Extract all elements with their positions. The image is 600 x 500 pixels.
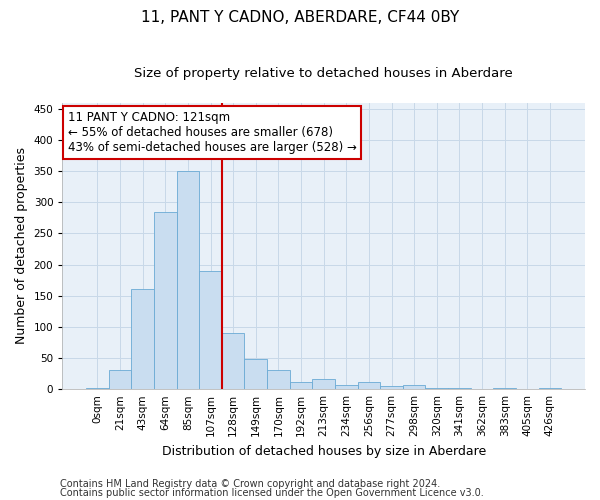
X-axis label: Distribution of detached houses by size in Aberdare: Distribution of detached houses by size … — [161, 444, 486, 458]
Text: 11, PANT Y CADNO, ABERDARE, CF44 0BY: 11, PANT Y CADNO, ABERDARE, CF44 0BY — [141, 10, 459, 25]
Text: 11 PANT Y CADNO: 121sqm
← 55% of detached houses are smaller (678)
43% of semi-d: 11 PANT Y CADNO: 121sqm ← 55% of detache… — [68, 111, 356, 154]
Bar — [199, 271, 222, 389]
Text: Contains public sector information licensed under the Open Government Licence v3: Contains public sector information licen… — [60, 488, 484, 498]
Bar — [313, 378, 335, 389]
Bar — [244, 360, 267, 389]
Bar — [448, 388, 471, 389]
Bar — [267, 370, 290, 389]
Bar — [290, 382, 313, 389]
Bar — [380, 386, 403, 389]
Bar — [86, 388, 109, 389]
Bar — [335, 386, 358, 389]
Y-axis label: Number of detached properties: Number of detached properties — [15, 148, 28, 344]
Bar — [154, 212, 176, 389]
Bar — [539, 388, 561, 389]
Bar — [109, 370, 131, 389]
Title: Size of property relative to detached houses in Aberdare: Size of property relative to detached ho… — [134, 68, 513, 80]
Bar — [222, 333, 244, 389]
Text: Contains HM Land Registry data © Crown copyright and database right 2024.: Contains HM Land Registry data © Crown c… — [60, 479, 440, 489]
Bar — [131, 290, 154, 389]
Bar — [403, 386, 425, 389]
Bar — [358, 382, 380, 389]
Bar — [176, 171, 199, 389]
Bar — [425, 388, 448, 389]
Bar — [493, 388, 516, 389]
